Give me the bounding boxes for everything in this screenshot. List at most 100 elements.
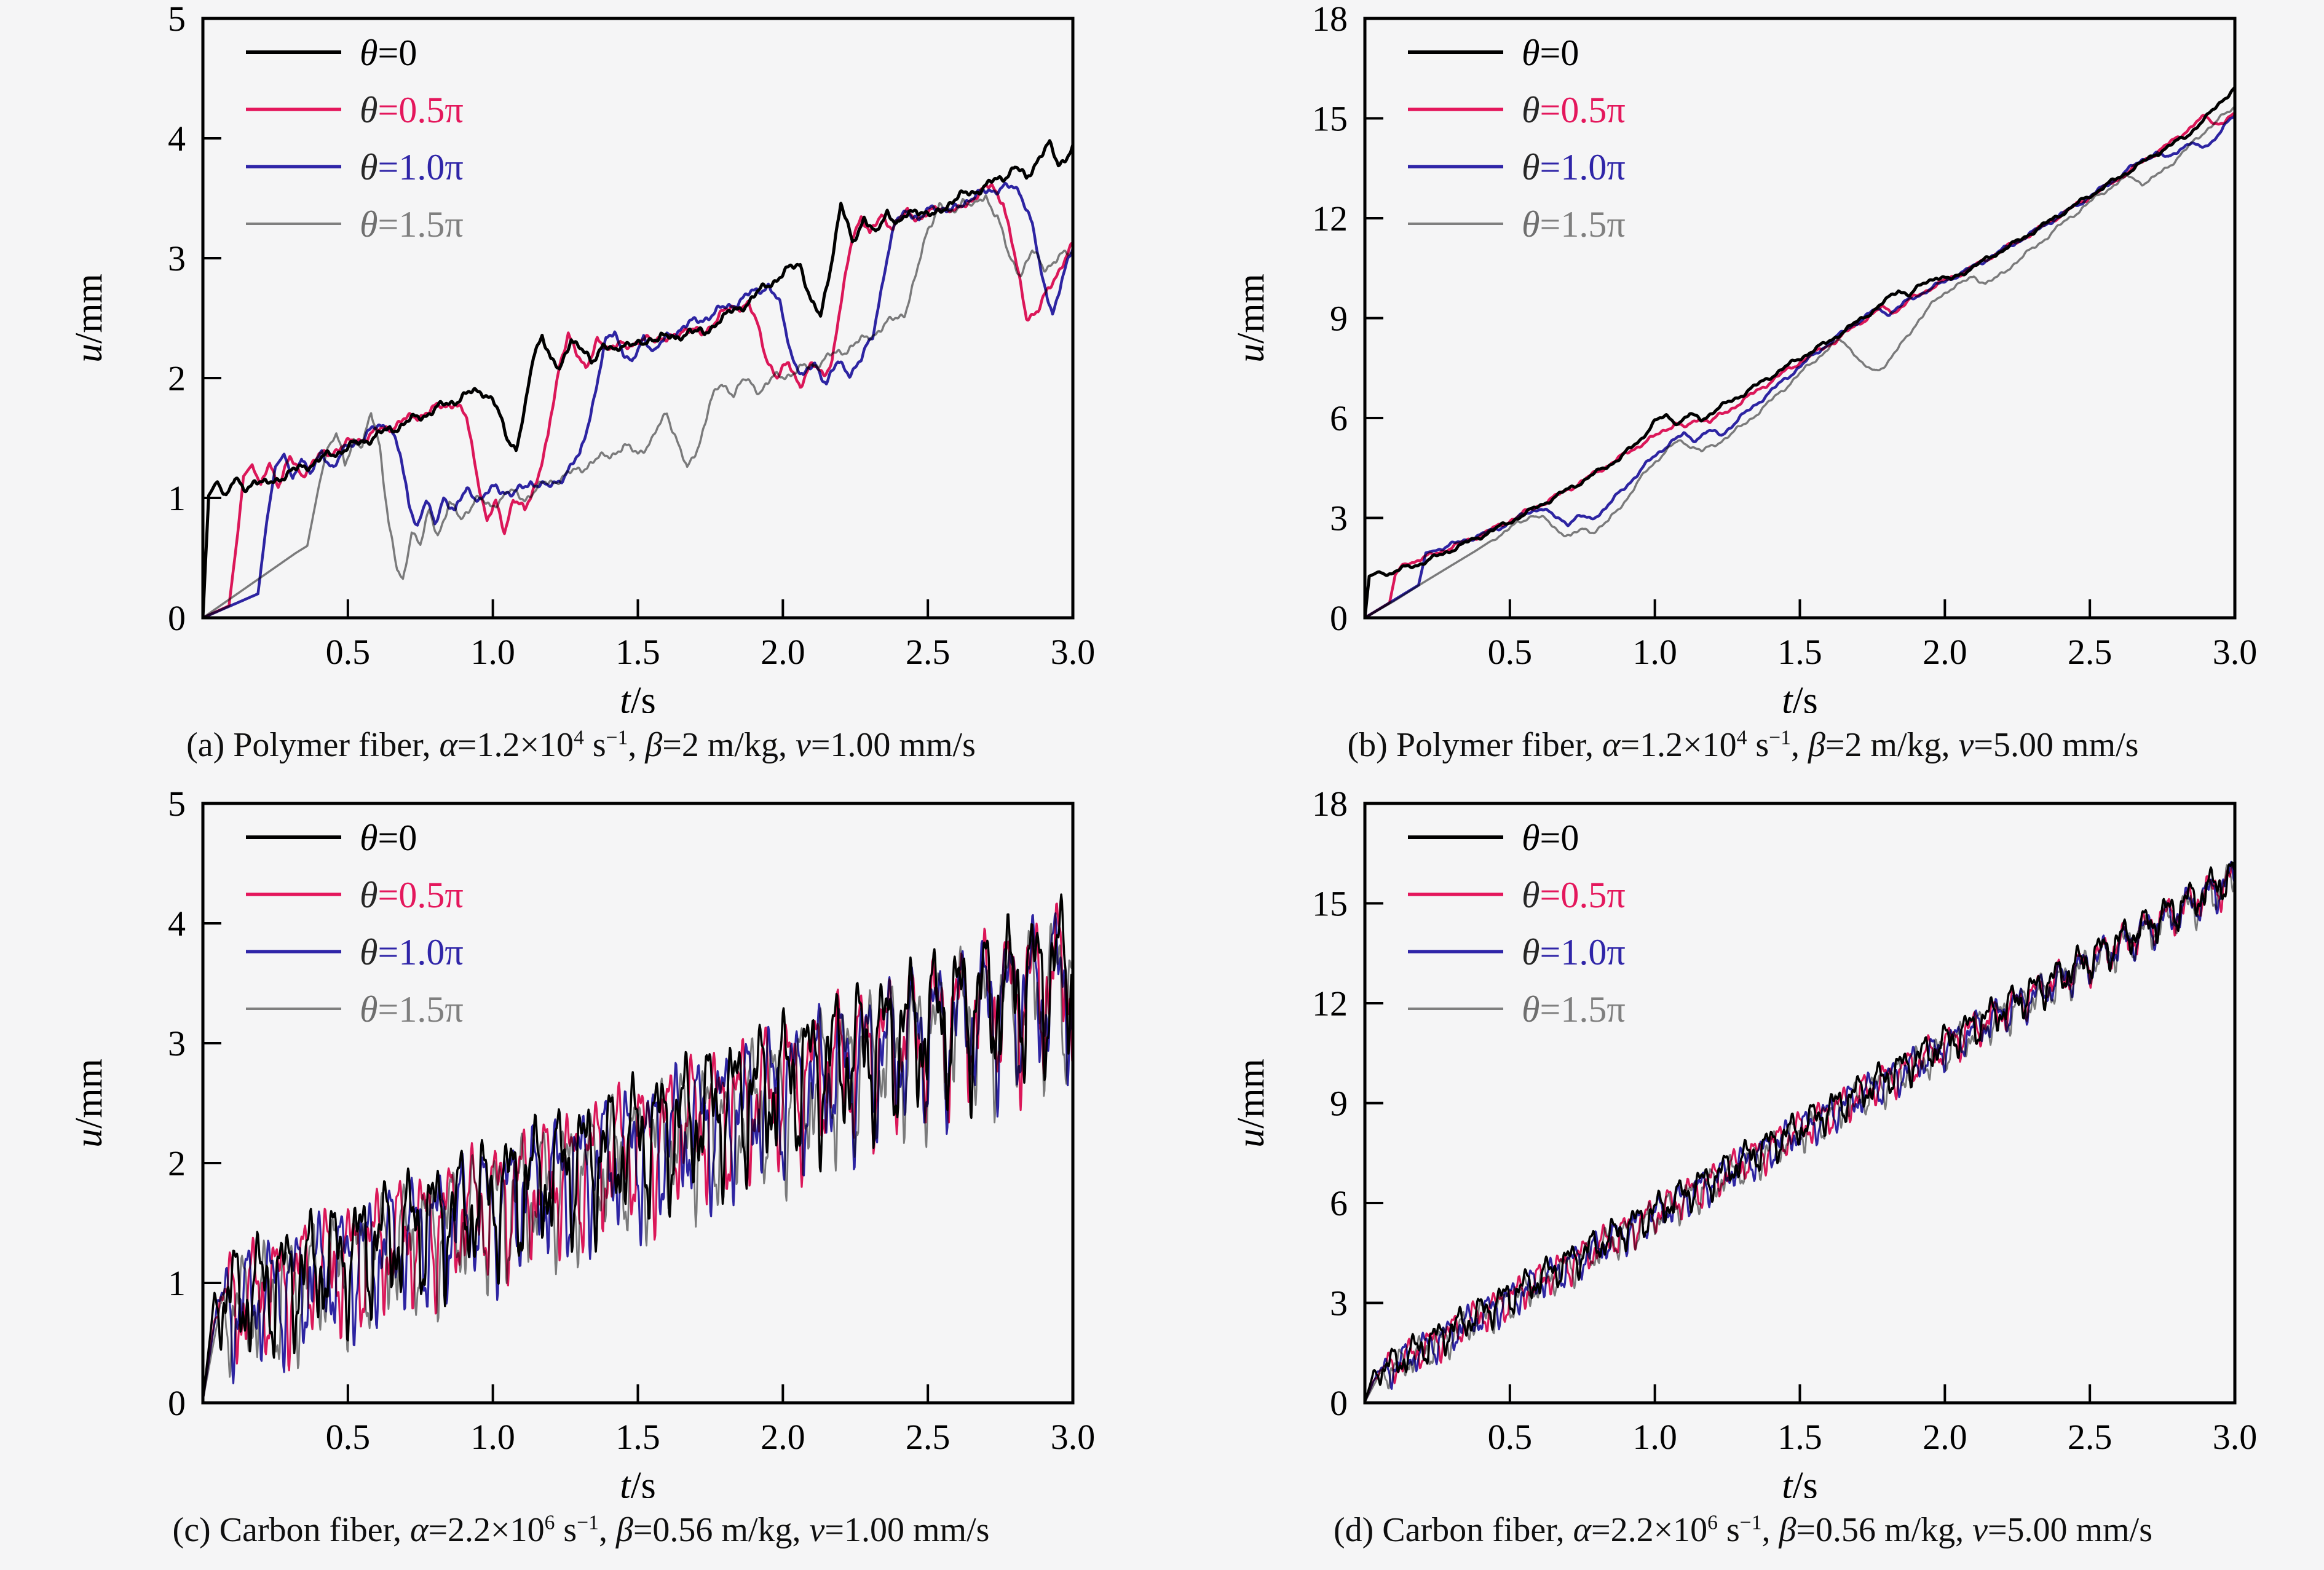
y-tick-label: 1	[168, 1263, 186, 1303]
legend-label: θ=1.0π	[360, 147, 464, 187]
x-tick-label: 0.5	[326, 1417, 371, 1457]
x-tick-label: 3.0	[2213, 1417, 2258, 1457]
legend-item: θ=1.0π	[246, 932, 464, 972]
x-tick-label: 3.0	[2213, 632, 2258, 672]
y-tick-label: 3	[168, 1024, 186, 1063]
series-theta-0-5pi	[202, 902, 1074, 1402]
plot-a: 0.5 1.0 1.5 2.0 2.5 3.0 0 1 2 3 4 5 t/s u/mm θ=0 θ=0.5π…	[68, 0, 1095, 713]
caption-run: ,	[1790, 726, 1808, 764]
caption-run: 6	[1707, 1511, 1718, 1534]
y-tick-label: 2	[168, 1143, 186, 1183]
panel-c: 0.5 1.0 1.5 2.0 2.5 3.0 0 1 2 3 4 5 t/s u/mm θ=0 θ=0.5π…	[0, 785, 1162, 1570]
legend-item: θ=0.5π	[1408, 90, 1626, 130]
caption-a: (a) Polymer fiber, α=1.2×104 s−1, β=2 m/…	[0, 713, 1162, 778]
caption-run: v	[795, 726, 811, 764]
x-tick-label: 2.5	[906, 1417, 951, 1457]
caption-run: =0.56 m/kg,	[633, 1511, 810, 1549]
y-tick-label: 5	[168, 785, 186, 824]
y-axis-label: u/mm	[68, 1059, 110, 1148]
plot-a-canvas: 0.5 1.0 1.5 2.0 2.5 3.0 0 1 2 3 4 5 t/s u/mm θ=0 θ=0.5π…	[68, 0, 1095, 713]
legend-label: θ=0.5π	[360, 875, 464, 915]
caption-d: (d) Carbon fiber, α=2.2×106 s−1, β=0.56 …	[1162, 1498, 2324, 1563]
y-axis-label: u/mm	[1230, 274, 1272, 363]
legend-item: θ=1.0π	[1408, 932, 1626, 972]
caption-run: ,	[598, 1511, 616, 1549]
series-theta-1-5pi	[202, 194, 1074, 619]
legend-label: θ=0.5π	[1522, 875, 1626, 915]
caption-run: v	[1972, 1511, 1988, 1549]
plot-d-canvas: 0.5 1.0 1.5 2.0 2.5 3.00369121518t/su/mmθ=0θ=…	[1230, 785, 2258, 1498]
caption-run: 6	[544, 1511, 555, 1534]
caption-run: α	[439, 726, 457, 764]
series-theta-1-5pi	[1364, 106, 2236, 619]
series-theta-1-0pi	[1364, 861, 2236, 1403]
x-tick-label: 1.0	[470, 632, 515, 672]
legend-item: θ=0.5π	[246, 90, 464, 130]
legend-item: θ=0	[246, 818, 417, 858]
y-axis: 0 1 2 3 4 5	[168, 0, 221, 638]
y-tick-label: 18	[1312, 785, 1348, 824]
y-tick-label: 12	[1312, 984, 1348, 1024]
series-theta-1-5pi	[202, 923, 1074, 1402]
legend-item: θ=0	[1408, 33, 1579, 73]
y-axis: 0 3 6 9 12 15 18	[1312, 785, 1383, 1423]
series-theta-1-0pi	[201, 181, 1075, 620]
caption-run: 4	[1736, 726, 1747, 749]
caption-run: 4	[574, 726, 584, 749]
caption-run: s	[555, 1511, 577, 1549]
x-tick-label: 2.0	[1923, 1417, 1967, 1457]
legend-label: θ=1.5π	[1522, 204, 1626, 245]
x-axis-label: t/s	[620, 1465, 656, 1498]
series-theta-0	[202, 893, 1074, 1402]
caption-run: =1.2×10	[1620, 726, 1737, 764]
legend: θ=0 θ=0.5π θ=1.0π θ=1.5π	[1408, 818, 1626, 1030]
caption-run: (c) Carbon fiber,	[172, 1511, 411, 1549]
legend-label: θ=1.5π	[360, 204, 464, 245]
legend-item: θ=1.5π	[1408, 989, 1626, 1030]
x-tick-label: 2.0	[1923, 632, 1967, 672]
x-axis: 0.5 1.0 1.5 2.0 2.5 3.0	[326, 1384, 1095, 1457]
legend-item: θ=1.5π	[246, 989, 464, 1030]
caption-run: =5.00 mm/s	[1974, 726, 2139, 764]
caption-run: =1.2×10	[457, 726, 574, 764]
caption-c: (c) Carbon fiber, α=2.2×106 s−1, β=0.56 …	[0, 1498, 1162, 1563]
panel-d: 0.5 1.0 1.5 2.0 2.5 3.0 0 3 6 9 12 15 18 t/s u/mm θ=0 θ=…	[1162, 785, 2324, 1570]
legend-label: θ=0	[1522, 818, 1579, 858]
legend-label: θ=1.0π	[1522, 147, 1626, 187]
caption-run: (a) Polymer fiber,	[186, 726, 440, 764]
x-tick-label: 1.5	[1777, 1417, 1822, 1457]
y-tick-label: 12	[1312, 199, 1348, 239]
caption-run: =5.00 mm/s	[1987, 1511, 2153, 1549]
legend-label: θ=0.5π	[1522, 90, 1626, 130]
panel-b: 0.5 1.0 1.5 2.0 2.5 3.0 0 3 6 9 12 15 18 t/s u/mm θ=0 θ=…	[1162, 0, 2324, 785]
x-tick-label: 2.5	[2068, 632, 2113, 672]
legend-label: θ=1.5π	[360, 989, 464, 1030]
legend-item: θ=0.5π	[246, 875, 464, 915]
legend-item: θ=0	[246, 33, 417, 73]
y-tick-label: 4	[168, 904, 186, 944]
x-axis-label: t/s	[1782, 680, 1818, 713]
caption-run: v	[1958, 726, 1974, 764]
x-tick-label: 1.5	[615, 632, 660, 672]
plot-c: 0.5 1.0 1.5 2.0 2.5 3.0 0 1 2 3 4 5 t/s u/mm θ=0 θ=0.5π…	[68, 785, 1095, 1498]
y-tick-label: 3	[1330, 499, 1348, 538]
caption-run: β	[615, 1511, 633, 1549]
y-axis-label: u/mm	[1230, 1059, 1272, 1148]
legend-label: θ=1.0π	[360, 932, 464, 972]
y-tick-label: 3	[1330, 1284, 1348, 1323]
x-axis-label: t/s	[1782, 1465, 1818, 1498]
legend-item: θ=0.5π	[1408, 875, 1626, 915]
caption-run: ,	[628, 726, 646, 764]
x-tick-label: 0.5	[1488, 632, 1533, 672]
y-tick-label: 0	[168, 598, 186, 638]
caption-run: s	[1747, 726, 1769, 764]
x-tick-label: 1.5	[615, 1417, 660, 1457]
y-tick-label: 0	[168, 1383, 186, 1423]
legend-item: θ=0	[1408, 818, 1579, 858]
legend-label: θ=1.0π	[1522, 932, 1626, 972]
caption-run: v	[809, 1511, 825, 1549]
x-tick-label: 0.5	[1488, 1417, 1533, 1457]
caption-run: (d) Carbon fiber,	[1333, 1511, 1573, 1549]
x-tick-label: 1.0	[1632, 1417, 1677, 1457]
